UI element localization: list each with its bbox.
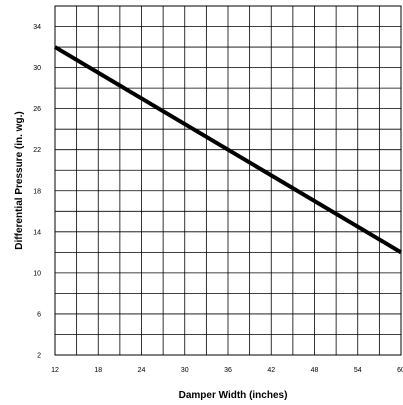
y-tick-label: 10	[33, 270, 41, 277]
y-axis-label: Differential Pressure (in. wg.)	[14, 111, 25, 249]
x-tick-label: 48	[311, 367, 319, 374]
series-group	[53, 45, 403, 255]
y-tick-label: 2	[37, 353, 41, 360]
y-tick-label: 6	[37, 311, 41, 318]
y-tick-label: 26	[33, 106, 41, 113]
x-tick-label: 24	[138, 367, 146, 374]
plot-frame	[54, 5, 402, 356]
grid	[54, 5, 402, 356]
x-tick-label: 18	[94, 367, 102, 374]
x-tick-labels: 12 18 24 30 36 42 48 54 60	[51, 367, 403, 374]
y-tick-label: 22	[33, 147, 41, 154]
x-tick-label: 30	[181, 367, 189, 374]
x-tick-label: 42	[267, 367, 275, 374]
x-tick-label: 36	[224, 367, 232, 374]
y-tick-label: 34	[33, 24, 41, 31]
y-tick-label: 30	[33, 65, 41, 72]
x-tick-label: 60	[397, 367, 403, 374]
x-axis-label: Damper Width (inches)	[179, 390, 288, 401]
x-tick-label: 54	[354, 367, 362, 374]
x-tick-label: 12	[51, 367, 59, 374]
y-tick-label: 14	[33, 229, 41, 236]
series-line-0	[53, 45, 403, 255]
y-tick-label: 18	[33, 188, 41, 195]
